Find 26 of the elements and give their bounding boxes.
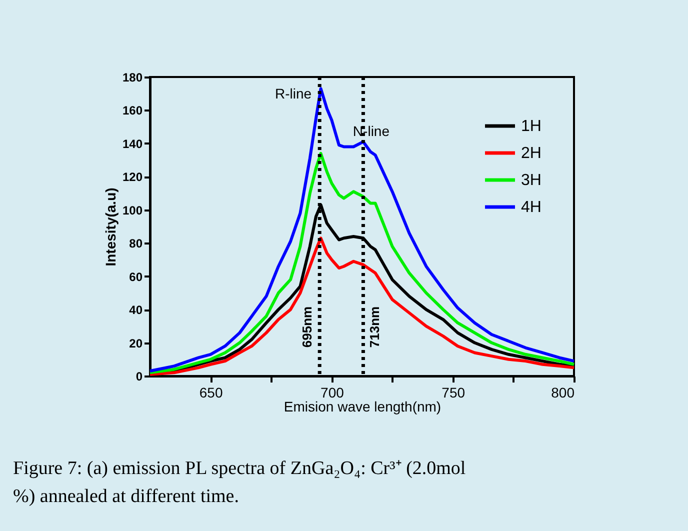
- legend-label: 2H: [521, 145, 542, 162]
- line-series: [148, 87, 576, 373]
- legend-label: 1H: [521, 118, 542, 135]
- x-tick-label: 700: [320, 384, 344, 400]
- y-tick-label: 160: [122, 104, 143, 118]
- y-tick-label: 120: [122, 170, 143, 184]
- y-tick-label: 80: [129, 236, 143, 251]
- legend-label: 4H: [521, 199, 542, 216]
- y-tick-label: 0: [136, 370, 143, 384]
- x-tick-label: 800: [551, 384, 575, 400]
- y-tick-label: 180: [122, 70, 143, 84]
- caption: Figure 7: (a) emission PL spectra of ZnGa₂O₄: Cr³⁺ (2.0mol %) annealed at different time.: [13, 458, 466, 507]
- y-tick-label: 140: [122, 136, 143, 151]
- annotation: N-line: [352, 122, 390, 139]
- ref-line-label: 695nm: [300, 306, 315, 348]
- legend-label: 3H: [521, 172, 542, 189]
- x-tick-label: 650: [199, 384, 223, 400]
- y-axis-title: Intesity(a.u): [102, 188, 118, 266]
- annotation: R-line: [275, 86, 312, 102]
- x-tick-label: 750: [442, 384, 466, 400]
- y-tick-label: 100: [122, 203, 143, 218]
- y-tick-label: 20: [129, 336, 143, 350]
- y-tick-label: 40: [129, 303, 143, 318]
- ref-line-label: 713nm: [367, 306, 382, 348]
- y-tick-label: 60: [129, 270, 143, 284]
- x-axis-title: Emision wave length(nm): [284, 398, 442, 414]
